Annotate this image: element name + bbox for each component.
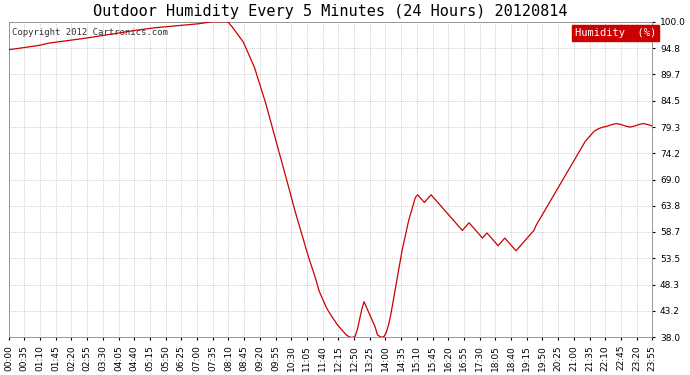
Text: Humidity  (%): Humidity (%) bbox=[575, 28, 656, 38]
Title: Outdoor Humidity Every 5 Minutes (24 Hours) 20120814: Outdoor Humidity Every 5 Minutes (24 Hou… bbox=[93, 4, 568, 19]
Text: Copyright 2012 Cartronics.com: Copyright 2012 Cartronics.com bbox=[12, 28, 168, 37]
